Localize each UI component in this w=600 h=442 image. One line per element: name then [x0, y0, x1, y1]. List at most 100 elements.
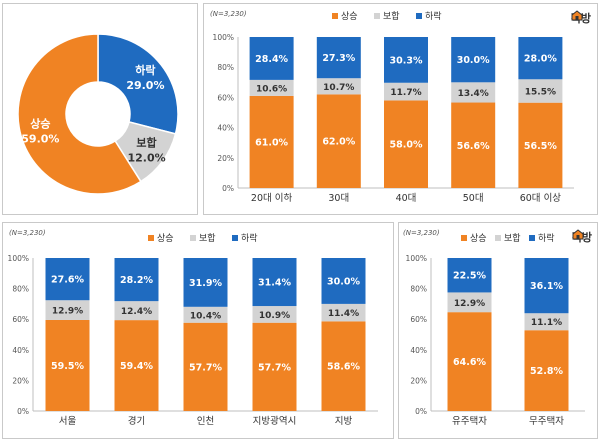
region-chart-panel: (N=3,230) 상승 보합 하락 0% 20% 40% 60% 80% 100% 59.5% 12…	[2, 222, 394, 439]
bar-segment-rise	[451, 102, 496, 188]
y-tick-label: 20%	[217, 154, 234, 163]
legend-label-rise: 상승	[157, 233, 174, 244]
legend-swatch-rise	[332, 13, 338, 19]
bar-segment-fall	[447, 258, 492, 293]
y-tick-label: 60%	[12, 315, 29, 324]
y-tick-label: 20%	[12, 376, 29, 385]
donut-slice-rise	[17, 33, 142, 195]
legend-swatch-flat	[374, 13, 380, 19]
donut-value-flat: 12.0%	[127, 151, 165, 164]
bar-segment-fall	[518, 37, 563, 80]
x-category-label: 30대	[328, 193, 349, 204]
data-label-flat: 13.4%	[458, 89, 489, 99]
bar-segment-fall	[249, 37, 294, 80]
y-tick-label: 80%	[217, 63, 234, 72]
bar-segment-fall	[451, 37, 496, 83]
data-label-flat: 10.7%	[323, 83, 354, 93]
legend-label-rise: 상승	[341, 11, 358, 22]
data-label-fall: 31.9%	[189, 278, 222, 289]
legend-label-flat: 보합	[199, 233, 216, 244]
data-label-rise: 57.7%	[258, 362, 291, 373]
donut-label-rise: 상승	[30, 117, 50, 131]
data-label-rise: 57.7%	[189, 362, 222, 373]
sample-size-label: (N=3,230)	[9, 229, 46, 237]
x-category-label: 20대 이하	[251, 192, 293, 204]
bar-segment-rise	[114, 320, 159, 411]
x-category-label: 서울	[59, 416, 77, 427]
data-label-fall: 31.4%	[258, 278, 291, 289]
data-label-fall: 27.3%	[322, 53, 355, 64]
data-label-fall: 30.3%	[390, 55, 423, 66]
bar-segment-rise	[316, 94, 361, 188]
bar-segment-rise	[384, 100, 428, 188]
x-category-label: 경기	[128, 415, 145, 427]
x-category-label: 지방	[335, 416, 353, 427]
data-label-rise: 59.5%	[51, 361, 84, 372]
data-label-rise: 64.6%	[453, 357, 486, 368]
data-label-flat: 10.9%	[259, 311, 290, 321]
y-tick-label: 80%	[12, 285, 29, 294]
bar-segment-fall	[252, 258, 297, 307]
bar-segment-fall	[45, 258, 90, 301]
bar-segment-fall	[183, 258, 228, 307]
y-tick-label: 100%	[213, 33, 234, 42]
data-label-rise: 59.4%	[120, 361, 153, 372]
y-tick-label: 60%	[410, 315, 427, 324]
data-label-flat: 11.4%	[328, 309, 359, 319]
x-category-label: 무주택자	[529, 416, 564, 427]
y-tick-label: 0%	[17, 407, 29, 416]
bar-segment-fall	[321, 258, 366, 304]
bar-segment-fall	[316, 37, 361, 79]
bar-segment-flat	[252, 306, 297, 323]
bar-segment-flat	[384, 82, 428, 101]
data-label-rise: 58.0%	[390, 140, 423, 151]
legend-swatch-fall	[416, 13, 422, 19]
bar-segment-rise	[321, 321, 366, 411]
data-label-flat: 12.4%	[121, 307, 152, 317]
data-label-rise: 62.0%	[322, 137, 355, 148]
x-category-label: 유주택자	[452, 416, 487, 427]
bar-segment-flat	[524, 313, 569, 331]
data-label-rise: 56.6%	[457, 141, 490, 152]
x-category-label: 인천	[197, 416, 214, 427]
data-label-flat: 12.9%	[454, 299, 485, 309]
house-icon	[571, 10, 583, 21]
bar-segment-rise	[45, 319, 90, 411]
data-label-fall: 30.0%	[327, 276, 360, 287]
y-tick-label: 40%	[410, 346, 427, 355]
bar-segment-rise	[524, 330, 569, 411]
sample-size-label: (N=3,230)	[210, 10, 247, 18]
data-label-flat: 15.5%	[525, 87, 556, 97]
legend-label-flat: 보합	[504, 233, 521, 244]
data-label-fall: 36.1%	[530, 281, 563, 292]
legend-label-fall: 하락	[241, 232, 258, 244]
x-category-label: 50대	[463, 193, 484, 204]
legend-label-rise: 상승	[470, 233, 487, 244]
donut-slice-fall	[97, 33, 179, 135]
bar-segment-flat	[321, 303, 366, 322]
legend-label-flat: 보합	[383, 11, 400, 22]
bar-segment-fall	[114, 258, 159, 302]
house-chart-panel: (N=3,230) 상승 보합 하락 0% 20% 40% 60% 80% 100% 64.6% 12…	[398, 222, 598, 439]
legend-swatch-rise	[461, 235, 467, 241]
age-stacked-bar-chart: (N=3,230) 상승 보합 하락 0% 20% 40% 60% 80% 100% 61.0% 10…	[210, 10, 574, 204]
y-tick-label: 0%	[222, 184, 234, 193]
data-label-fall: 30.0%	[457, 55, 490, 66]
legend-swatch-flat	[190, 235, 196, 241]
y-tick-label: 100%	[8, 254, 29, 263]
bar-segment-flat	[183, 306, 228, 323]
y-tick-label: 0%	[415, 407, 427, 416]
data-label-flat: 10.4%	[190, 311, 221, 321]
donut-chart: 하락 29.0% 보합 12.0% 상승 59.0%	[17, 33, 179, 195]
data-label-flat: 10.6%	[256, 84, 287, 94]
house-icon	[572, 229, 584, 240]
bar-segment-flat	[114, 301, 159, 321]
y-tick-label: 80%	[410, 285, 427, 294]
y-tick-label: 20%	[410, 376, 427, 385]
data-label-fall: 28.2%	[120, 275, 153, 286]
legend-swatch-fall	[232, 235, 238, 241]
brand-logo: 직방	[572, 229, 592, 245]
bar-segment-flat	[451, 82, 496, 103]
data-label-fall: 28.4%	[255, 54, 288, 65]
region-stacked-bar-chart: (N=3,230) 상승 보합 하락 0% 20% 40% 60% 80% 100% 59.5% 12…	[8, 229, 378, 427]
